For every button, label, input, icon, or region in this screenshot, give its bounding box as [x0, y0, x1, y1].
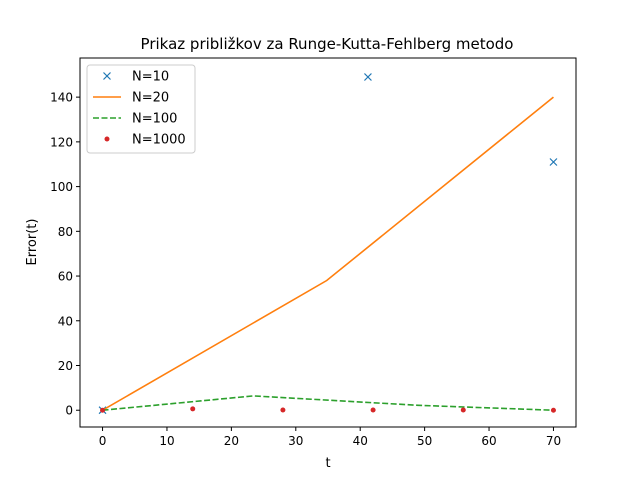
x-tick-label: 40 [353, 434, 368, 448]
legend-item: N=1000 [104, 133, 186, 148]
legend-swatch [104, 136, 110, 142]
x-tick-label: 10 [159, 434, 174, 448]
legend-label: N=100 [132, 112, 177, 127]
plot-area [98, 73, 558, 415]
x-tick-label: 20 [224, 434, 239, 448]
data-point [190, 406, 196, 412]
data-point [550, 407, 556, 413]
data-point [460, 407, 466, 413]
data-point [370, 407, 376, 413]
legend: N=10 N=20 N=100 N=1000 [86, 64, 196, 154]
y-tick-label: 60 [58, 270, 73, 284]
series-line [102, 96, 554, 411]
legend-label: N=10 [132, 70, 169, 85]
x-tick-label: 0 [99, 434, 107, 448]
series-n-1000 [100, 406, 556, 413]
data-point [549, 158, 558, 166]
series-n-100 [102, 395, 554, 412]
legend-label: N=20 [132, 91, 169, 106]
y-tick-label: 120 [50, 135, 73, 149]
plot-frame [79, 57, 577, 428]
legend-box [86, 64, 196, 154]
data-point [364, 73, 372, 81]
legend-item: N=20 [93, 91, 169, 106]
y-tick-label: 80 [58, 225, 73, 239]
series-line [102, 395, 554, 412]
series-n-20 [102, 96, 554, 411]
x-tick-label: 50 [417, 434, 432, 448]
y-tick-label: 20 [58, 359, 73, 373]
legend-swatch [103, 72, 111, 80]
x-axis: 0 10 20 30 40 50 60 70 [99, 427, 561, 448]
y-axis: 0 20 40 60 80 100 120 140 [50, 91, 80, 418]
series-n-10 [98, 73, 558, 415]
legend-item: N=100 [93, 112, 177, 127]
chart-title: Prikaz približkov za Runge-Kutta-Fehlber… [141, 35, 514, 53]
y-tick-label: 100 [50, 180, 73, 194]
y-tick-label: 0 [65, 404, 73, 418]
data-point [100, 407, 106, 413]
y-axis-label: Error(t) [25, 219, 40, 266]
legend-label: N=1000 [132, 133, 186, 148]
data-point [280, 407, 286, 413]
x-tick-label: 30 [288, 434, 303, 448]
x-tick-label: 70 [546, 434, 561, 448]
y-tick-label: 140 [50, 91, 73, 105]
x-axis-label: t [325, 456, 330, 471]
y-tick-label: 40 [58, 314, 73, 328]
legend-item: N=10 [103, 70, 169, 85]
x-tick-label: 60 [481, 434, 496, 448]
